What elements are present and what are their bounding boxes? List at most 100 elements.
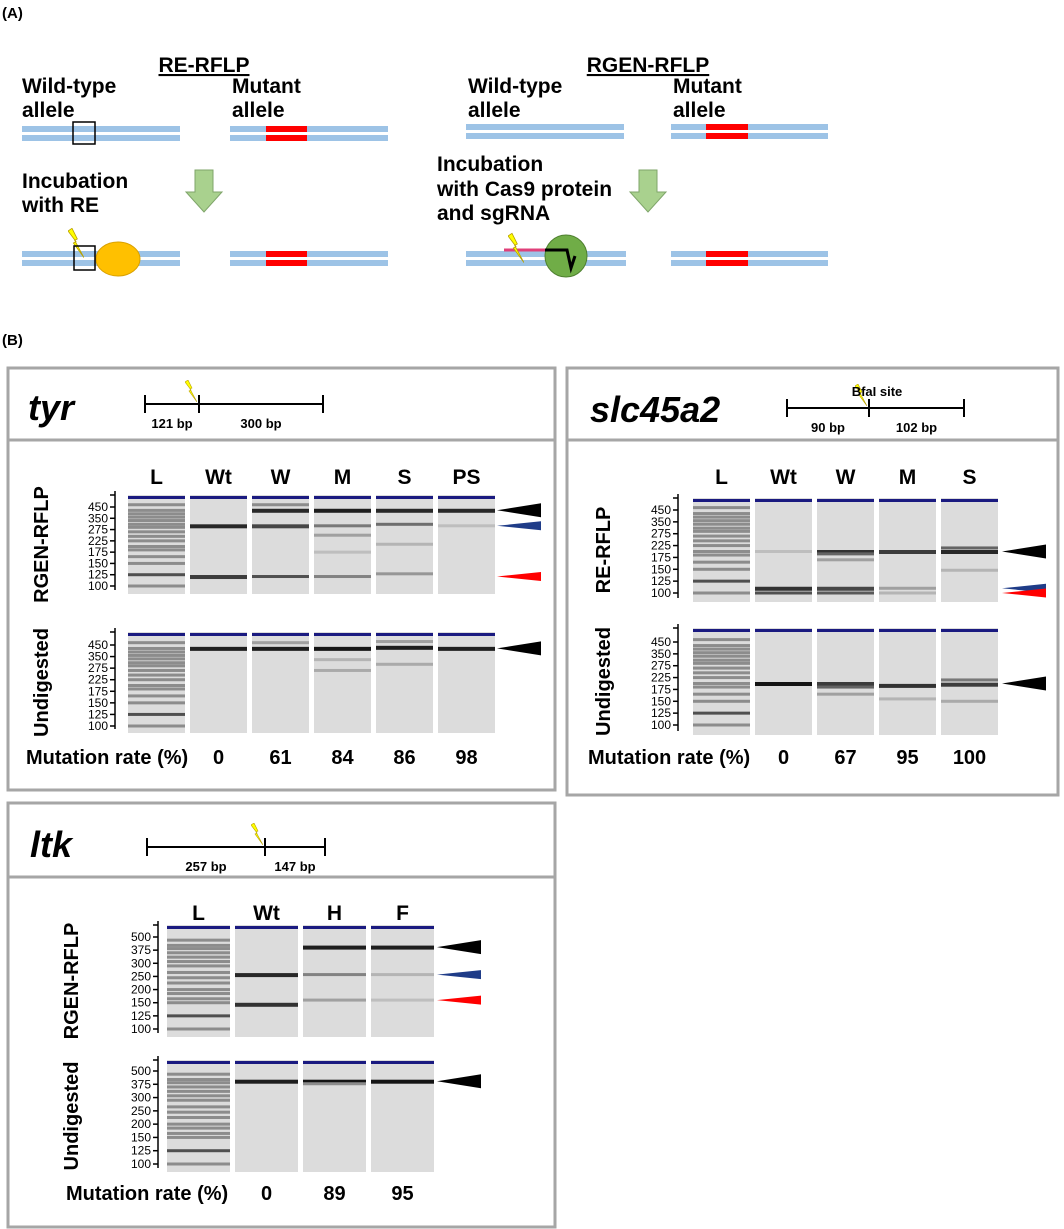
axis-tick-label: 150 xyxy=(651,694,671,708)
gel-band xyxy=(693,676,750,680)
gel-band xyxy=(438,524,495,528)
axis-tick-label: 225 xyxy=(88,534,108,548)
restriction-enzyme-icon xyxy=(95,241,141,277)
axis-tick-label: 300 xyxy=(131,1091,151,1105)
gel-band xyxy=(941,682,998,687)
lane-background xyxy=(303,1060,366,1172)
axis-tick-label: 125 xyxy=(131,1009,151,1023)
sample-lane-Wt xyxy=(755,498,812,602)
gel-band xyxy=(693,671,750,675)
gel-band xyxy=(817,552,874,556)
gel-band xyxy=(314,575,371,579)
gel-band xyxy=(376,640,433,644)
gel-band xyxy=(693,522,750,526)
upper-marker-band xyxy=(371,926,434,929)
axis-tick-label: 125 xyxy=(131,1144,151,1158)
gel-band xyxy=(693,579,750,583)
upper-marker-band xyxy=(376,496,433,499)
gel-label: RGEN-RFLP xyxy=(31,486,53,603)
fragment-left-size: 121 bp xyxy=(151,416,192,431)
axis-tick-label: 250 xyxy=(131,1104,151,1118)
fragment-right-size: 102 bp xyxy=(896,420,937,435)
gel-band xyxy=(879,591,936,595)
gel-band xyxy=(190,575,247,580)
axis-tick-label: 175 xyxy=(88,684,108,698)
upper-marker-band xyxy=(376,633,433,636)
axis-tick-label: 175 xyxy=(651,682,671,696)
gel-label: Undigested xyxy=(593,627,615,736)
mutation-rate-value: 95 xyxy=(391,1183,413,1205)
gel-band xyxy=(817,692,874,696)
gel-band xyxy=(128,503,185,507)
gel-band xyxy=(303,1082,366,1086)
upper-marker-band xyxy=(817,629,874,632)
gel-band xyxy=(817,685,874,689)
gel-band xyxy=(128,512,185,516)
axis-tick-label: 275 xyxy=(88,661,108,675)
gel-band xyxy=(941,546,998,550)
rgen-wildtype-label-2: allele xyxy=(468,99,521,122)
ladder-lane xyxy=(128,495,185,594)
gel-band xyxy=(693,515,750,519)
axis-tick-label: 100 xyxy=(131,1022,151,1036)
axis-tick-label: 150 xyxy=(131,996,151,1010)
cas9-protein-icon xyxy=(544,234,588,278)
lane-header: PS xyxy=(452,466,480,489)
rgen-mutant-label-2: allele xyxy=(673,99,726,122)
gel-band xyxy=(376,522,433,526)
axis-tick-label: 125 xyxy=(88,568,108,582)
sample-lane-F xyxy=(371,1060,434,1172)
mutant-dna xyxy=(671,251,828,266)
mutation-site xyxy=(706,251,748,257)
gel-band xyxy=(128,545,185,548)
lane-header: L xyxy=(150,466,163,489)
rgen-incubation-1: Incubation xyxy=(437,153,543,176)
lane-background xyxy=(941,628,998,735)
band-arrowhead-icon xyxy=(437,940,481,955)
cut-lightning-icon xyxy=(251,823,263,845)
mutation-site xyxy=(706,260,748,266)
axis-tick-label: 200 xyxy=(131,1117,151,1131)
axis-tick-label: 375 xyxy=(131,1077,151,1091)
upper-marker-band xyxy=(879,499,936,502)
gel-band xyxy=(128,678,185,682)
sample-lane-M xyxy=(314,632,371,733)
gel-band xyxy=(128,701,185,705)
sample-lane-H xyxy=(303,1060,366,1172)
axis-tick-label: 100 xyxy=(651,586,671,600)
re-mutant-label-1: Mutant xyxy=(232,75,301,98)
gel-band xyxy=(314,646,371,651)
lane-background xyxy=(303,925,366,1037)
gel-band xyxy=(128,687,185,691)
rgen-wildtype-label-1: Wild-type xyxy=(468,75,562,98)
mutation-site xyxy=(266,251,307,257)
sample-lane-F xyxy=(371,925,434,1037)
recognition-site-box xyxy=(73,245,96,271)
gene-name: slc45a2 xyxy=(590,389,720,430)
gel-band xyxy=(167,960,230,964)
gel-band xyxy=(167,1094,230,1098)
axis-tick-label: 175 xyxy=(651,550,671,564)
gel-band xyxy=(693,539,750,543)
sample-lane-S xyxy=(376,495,433,594)
gel-label: RGEN-RFLP xyxy=(61,923,83,1040)
gel-band xyxy=(128,555,185,559)
gel-band xyxy=(128,712,185,716)
axis-tick-label: 275 xyxy=(651,659,671,673)
gel-band xyxy=(693,647,750,651)
panel-border xyxy=(565,366,1060,797)
sample-lane-Wt xyxy=(235,925,298,1037)
axis-tick-label: 225 xyxy=(88,673,108,687)
gel-band xyxy=(817,550,874,554)
re-incubation-2: with RE xyxy=(21,194,99,217)
upper-marker-band xyxy=(755,629,812,632)
gel-band xyxy=(167,1135,230,1139)
upper-marker-band xyxy=(190,633,247,636)
gel-band xyxy=(128,668,185,672)
gel-band xyxy=(167,1122,230,1126)
down-arrow-icon xyxy=(184,169,224,213)
axis-tick-label: 275 xyxy=(88,523,108,537)
gel-band xyxy=(167,1126,230,1130)
mutation-rate-value: 0 xyxy=(778,747,789,769)
lane-header: M xyxy=(334,466,352,489)
